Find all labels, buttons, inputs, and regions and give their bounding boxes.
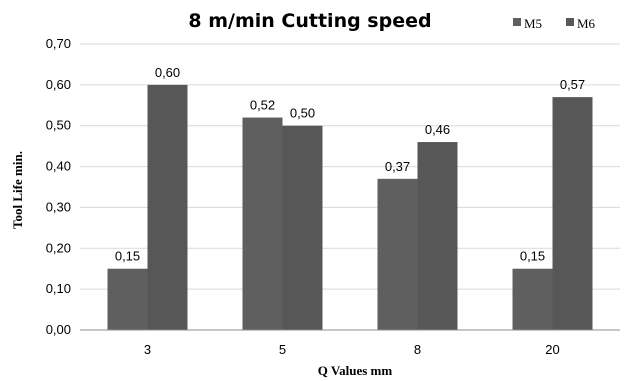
x-tick-label: 3 [144,342,151,357]
bar-m6 [552,97,593,330]
legend: M5 M6 [513,16,596,31]
chart-title: 8 m/min Cutting speed [188,10,431,32]
bars [107,84,593,331]
bar-m5 [107,268,148,330]
y-axis-title: Tool Life min. [10,151,25,229]
y-tick-label: 0,30 [46,199,71,214]
y-tick-label: 0,00 [46,322,71,337]
y-tick-label: 0,70 [46,36,71,51]
data-label: 0,37 [385,159,410,174]
legend-label-m5: M5 [524,16,542,31]
data-label: 0,15 [520,249,545,264]
data-label: 0,50 [290,106,315,121]
legend-swatch-m5 [513,18,521,26]
y-tick-label: 0,10 [46,281,71,296]
data-label: 0,60 [155,65,180,80]
y-tick-label: 0,50 [46,118,71,133]
y-tick-labels: 0,00 0,10 0,20 0,30 0,40 0,50 0,60 0,70 [46,36,71,337]
bar-m6 [417,142,458,330]
x-axis-title: Q Values mm [318,363,393,378]
x-tick-label: 5 [279,342,286,357]
bar-m6 [147,84,188,330]
y-tick-label: 0,20 [46,240,71,255]
data-label: 0,57 [560,77,585,92]
y-tick-label: 0,60 [46,77,71,92]
bar-m5 [242,117,283,331]
bar-m5 [512,268,553,330]
x-tick-labels: 3 5 8 20 [144,342,560,357]
data-label: 0,15 [115,249,140,264]
bar-m5 [377,178,418,330]
data-label: 0,46 [425,122,450,137]
data-label: 0,52 [250,98,275,113]
legend-swatch-m6 [566,18,574,26]
data-labels: 0,15 0,60 0,52 0,50 0,37 0,46 0,15 0,57 [115,65,585,264]
x-tick-label: 8 [414,342,421,357]
legend-label-m6: M6 [577,16,596,31]
x-tick-label: 20 [545,342,559,357]
bar-m6 [282,125,323,330]
y-tick-label: 0,40 [46,159,71,174]
